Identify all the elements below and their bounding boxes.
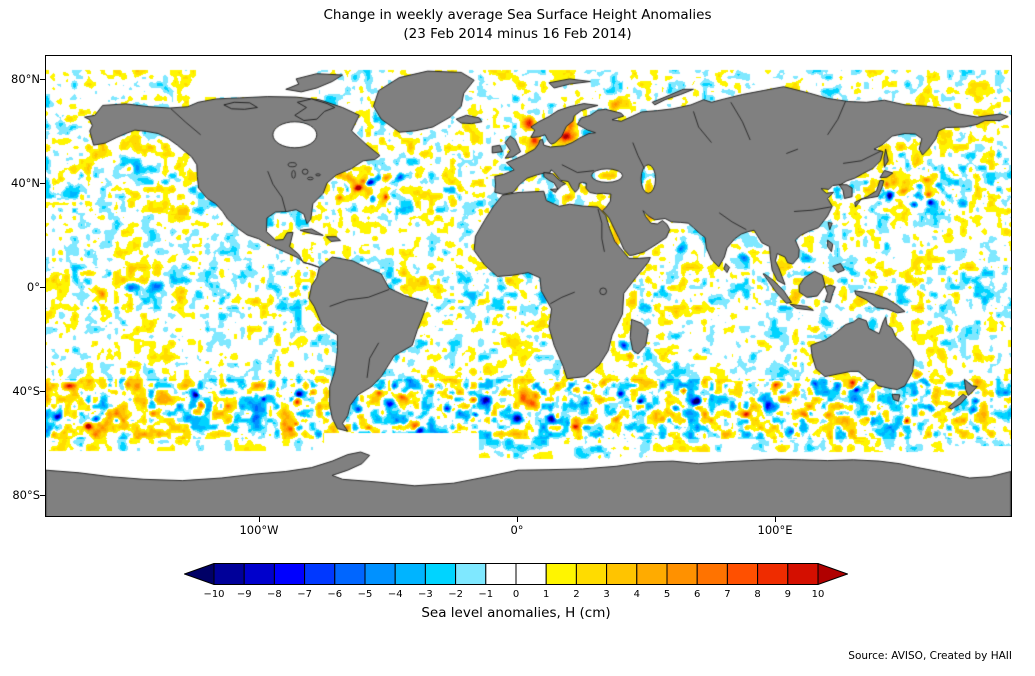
chart-title: Change in weekly average Sea Surface Hei… <box>323 7 712 23</box>
colorbar-tick-label: 2 <box>573 589 580 600</box>
source-credit: Source: AVISO, Created by HAII <box>848 650 1012 662</box>
lat-tick-label: 0° <box>26 280 40 295</box>
colorbar-tick-label: −7 <box>297 589 312 600</box>
ssha-map-canvas <box>46 56 1011 516</box>
lon-tick-mark <box>775 517 776 522</box>
colorbar-tick-label: −3 <box>418 589 433 600</box>
colorbar-tick-label: −10 <box>203 589 225 600</box>
colorbar-tick-label: 4 <box>633 589 640 600</box>
colorbar-tick-label: 0 <box>512 589 520 600</box>
lat-tick-label: 40°N <box>11 176 40 191</box>
colorbar-tick-label: −2 <box>448 589 463 600</box>
lat-tick-mark <box>40 391 45 393</box>
colorbar-tick-label: 6 <box>694 589 701 600</box>
colorbar-tick-label: 9 <box>784 589 791 600</box>
colorbar-tick-label: 7 <box>724 589 731 600</box>
lat-tick-label: 40°S <box>12 384 40 399</box>
lat-tick-mark <box>40 183 45 185</box>
map-frame <box>45 55 1012 517</box>
colorbar-tick-label: 1 <box>543 589 550 600</box>
colorbar-tick-label: −1 <box>478 589 494 600</box>
lat-tick-mark <box>40 287 45 289</box>
colorbar-tick-label: −8 <box>267 589 282 600</box>
lat-tick-mark <box>40 495 45 497</box>
colorbar-tick-label: 8 <box>754 589 761 600</box>
lat-tick-mark <box>40 79 45 81</box>
colorbar-tick-label: 5 <box>663 589 671 600</box>
colorbar-gradient <box>183 562 849 586</box>
lon-tick-mark <box>259 517 260 522</box>
chart-subtitle: (23 Feb 2014 minus 16 Feb 2014) <box>403 26 632 42</box>
lon-tick-mark <box>517 517 518 522</box>
colorbar-tick-label: −5 <box>357 589 373 600</box>
lon-tick-label: 0° <box>510 523 524 537</box>
colorbar-tick-label: −4 <box>387 589 403 600</box>
lon-tick-label: 100°W <box>239 523 279 537</box>
colorbar <box>183 562 849 586</box>
lon-tick-label: 100°E <box>757 523 793 537</box>
lat-tick-label: 80°S <box>12 488 40 503</box>
colorbar-tick-label: 10 <box>811 589 825 600</box>
lat-tick-label: 80°N <box>11 72 40 87</box>
colorbar-tick-label: −9 <box>236 589 252 600</box>
colorbar-ticks: −10 −9 −8 −7 −6 −5 −4 −3 −2 −1 0 1 2 3 4 5 6 7 8 9 10 <box>184 589 848 602</box>
colorbar-tick-label: 3 <box>603 589 610 600</box>
colorbar-label: Sea level anomalies, H (cm) <box>421 605 611 621</box>
colorbar-tick-label: −6 <box>327 589 343 600</box>
